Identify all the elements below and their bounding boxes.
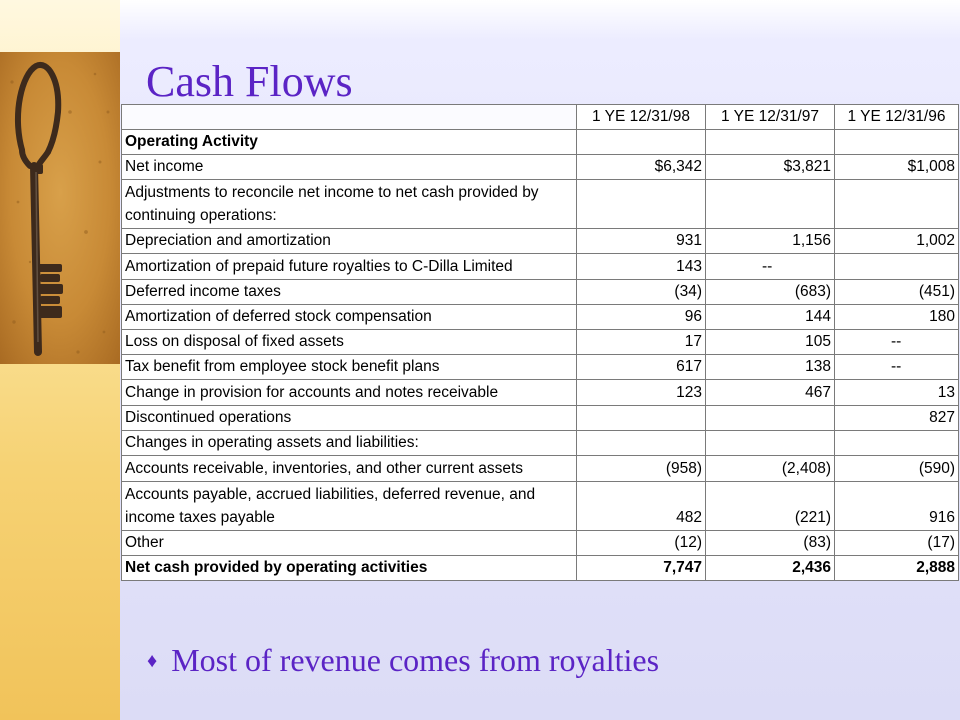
table-row: Depreciation and amortization 931 1,156 …: [121, 228, 959, 254]
value-1996: 13: [834, 379, 959, 406]
row-label: Other: [121, 530, 577, 556]
value-1997: 144: [705, 304, 835, 330]
value-1998: 123: [576, 379, 706, 406]
row-label: Operating Activity: [121, 129, 577, 155]
value-1998: 931: [576, 228, 706, 254]
row-label: Adjustments to reconcile net income to n…: [121, 179, 577, 229]
antique-key-photo: [0, 52, 120, 364]
table-row: Amortization of deferred stock compensat…: [121, 304, 959, 330]
table-row: Operating Activity: [121, 129, 959, 155]
value-1997: [705, 430, 835, 456]
table-row: Change in provision for accounts and not…: [121, 379, 959, 406]
value-1997: [705, 179, 835, 229]
table-row: Tax benefit from employee stock benefit …: [121, 354, 959, 380]
value-1998: 143: [576, 253, 706, 280]
column-header-1996: 1 YE 12/31/96: [834, 104, 959, 130]
table-header-row: 1 YE 12/31/98 1 YE 12/31/97 1 YE 12/31/9…: [121, 104, 959, 130]
value-1996: --: [834, 354, 959, 380]
value-1997: (83): [705, 530, 835, 556]
value-1996: (451): [834, 279, 959, 305]
table-row: Other (12) (83) (17): [121, 530, 959, 556]
row-label: Depreciation and amortization: [121, 228, 577, 254]
value-1996: [834, 129, 959, 155]
diamond-bullet-icon: ♦: [147, 650, 158, 672]
slide-title: Cash Flows: [146, 57, 353, 106]
value-1997: 1,156: [705, 228, 835, 254]
value-1996: [834, 179, 959, 229]
value-1996: --: [834, 329, 959, 355]
value-1996: 916: [834, 481, 959, 531]
row-label: Loss on disposal of fixed assets: [121, 329, 577, 355]
row-label: Net cash provided by operating activitie…: [121, 555, 577, 581]
row-label: Change in provision for accounts and not…: [121, 379, 577, 406]
table-row: Amortization of prepaid future royalties…: [121, 253, 959, 280]
value-1998: (958): [576, 455, 706, 482]
value-1997: (2,408): [705, 455, 835, 482]
value-1996: 1,002: [834, 228, 959, 254]
value-1996: 180: [834, 304, 959, 330]
value-1998: [576, 430, 706, 456]
value-1996: $1,008: [834, 154, 959, 180]
value-1997: 467: [705, 379, 835, 406]
row-label: Accounts payable, accrued liabilities, d…: [121, 481, 577, 531]
table-row: Accounts receivable, inventories, and ot…: [121, 455, 959, 482]
value-1998: $6,342: [576, 154, 706, 180]
table-row: Accounts payable, accrued liabilities, d…: [121, 481, 959, 531]
column-header-1997: 1 YE 12/31/97: [705, 104, 835, 130]
value-1996: 827: [834, 405, 959, 431]
value-1996: [834, 253, 959, 280]
bullet-text: Most of revenue comes from royalties: [171, 642, 660, 678]
bullet-point: ♦ Most of revenue comes from royalties: [147, 640, 659, 681]
value-1998: 7,747: [576, 555, 706, 581]
row-label: Discontinued operations: [121, 405, 577, 431]
cash-flow-table: 1 YE 12/31/98 1 YE 12/31/97 1 YE 12/31/9…: [121, 104, 959, 581]
row-label: Net income: [121, 154, 577, 180]
value-1997: [705, 405, 835, 431]
value-1998: 617: [576, 354, 706, 380]
value-1996: (17): [834, 530, 959, 556]
value-1997: 138: [705, 354, 835, 380]
table-row: Net cash provided by operating activitie…: [121, 555, 959, 581]
value-1997: (683): [705, 279, 835, 305]
value-1997: 2,436: [705, 555, 835, 581]
value-1998: 96: [576, 304, 706, 330]
value-1997: --: [705, 253, 835, 280]
table-row: Deferred income taxes (34) (683) (451): [121, 279, 959, 305]
value-1996: (590): [834, 455, 959, 482]
value-1997: 105: [705, 329, 835, 355]
row-label: Deferred income taxes: [121, 279, 577, 305]
value-1997: $3,821: [705, 154, 835, 180]
value-1997: (221): [705, 481, 835, 531]
row-label: Changes in operating assets and liabilit…: [121, 430, 577, 456]
row-label: Amortization of prepaid future royalties…: [121, 253, 577, 280]
header-label-cell: [121, 104, 577, 130]
value-1996: [834, 430, 959, 456]
row-label: Tax benefit from employee stock benefit …: [121, 354, 577, 380]
table-row: Discontinued operations 827: [121, 405, 959, 431]
value-1998: 17: [576, 329, 706, 355]
value-1998: (12): [576, 530, 706, 556]
value-1998: (34): [576, 279, 706, 305]
row-label: Accounts receivable, inventories, and ot…: [121, 455, 577, 482]
table-row: Loss on disposal of fixed assets 17 105 …: [121, 329, 959, 355]
value-1997: [705, 129, 835, 155]
value-1998: [576, 405, 706, 431]
row-label: Amortization of deferred stock compensat…: [121, 304, 577, 330]
value-1996: 2,888: [834, 555, 959, 581]
table-row: Changes in operating assets and liabilit…: [121, 430, 959, 456]
value-1998: [576, 129, 706, 155]
value-1998: 482: [576, 481, 706, 531]
key-illustration: [0, 52, 120, 364]
value-1998: [576, 179, 706, 229]
column-header-1998: 1 YE 12/31/98: [576, 104, 706, 130]
table-row: Adjustments to reconcile net income to n…: [121, 179, 959, 229]
table-row: Net income $6,342 $3,821 $1,008: [121, 154, 959, 180]
